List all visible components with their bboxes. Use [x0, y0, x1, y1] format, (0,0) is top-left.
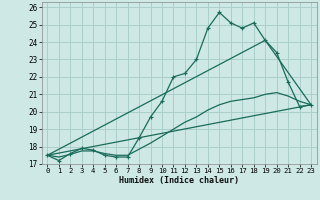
X-axis label: Humidex (Indice chaleur): Humidex (Indice chaleur)	[119, 176, 239, 185]
